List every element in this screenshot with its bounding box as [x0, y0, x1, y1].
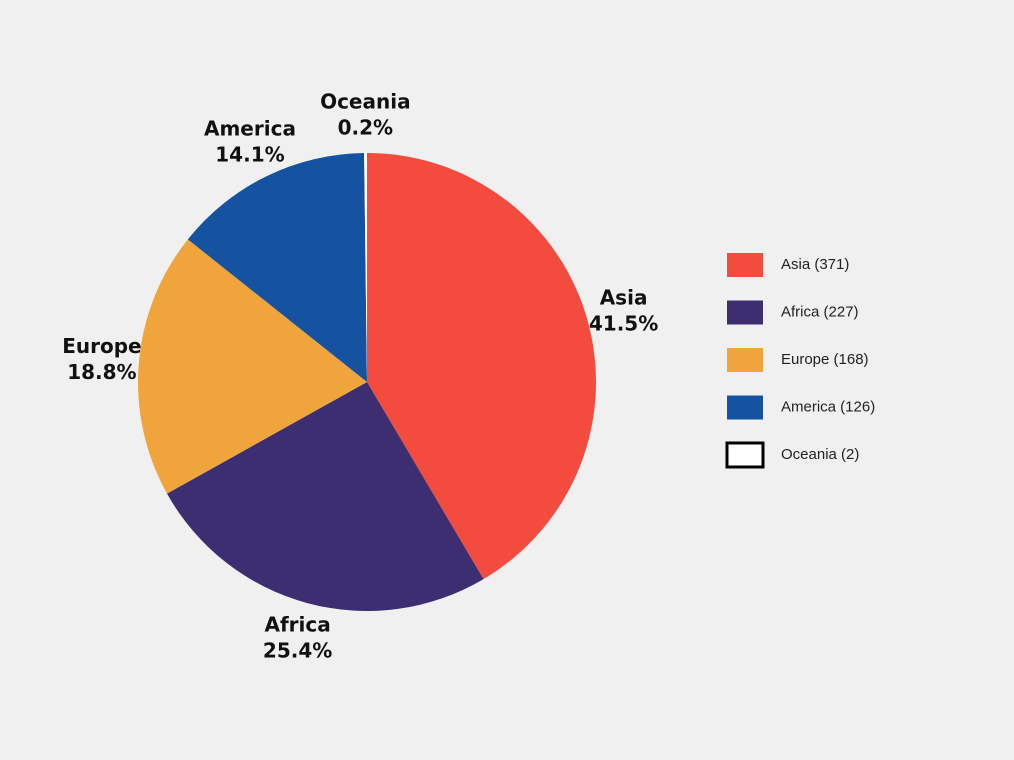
pie-slice	[364, 153, 367, 382]
pie-slice	[167, 382, 484, 611]
legend-swatch	[727, 348, 763, 372]
legend-label: America (126)	[781, 398, 875, 415]
legend-swatch	[725, 441, 765, 469]
legend-label: Asia (371)	[781, 256, 849, 273]
slice-label: Europe	[62, 334, 141, 358]
legend-swatch	[727, 300, 763, 325]
legend-label: Europe (168)	[781, 351, 869, 368]
pie-slice	[367, 153, 597, 580]
slice-value-label: 18.8%	[67, 360, 136, 384]
pie-slice	[138, 239, 367, 494]
slice-label: America	[204, 117, 296, 141]
legend-label: Oceania (2)	[781, 446, 859, 463]
legend-swatch	[727, 395, 763, 420]
legend-label: Africa (227)	[781, 303, 859, 320]
slice-label: Africa	[264, 612, 330, 636]
slice-label: Asia	[600, 285, 648, 309]
slice-value-label: 25.4%	[263, 638, 332, 662]
slice-value-label: 0.2%	[338, 116, 393, 140]
legend-swatch	[727, 253, 763, 277]
slice-label: Oceania	[320, 90, 411, 114]
slice-value-label: 14.1%	[215, 143, 284, 167]
pie-slice	[187, 153, 367, 382]
slice-value-label: 41.5%	[589, 311, 658, 335]
